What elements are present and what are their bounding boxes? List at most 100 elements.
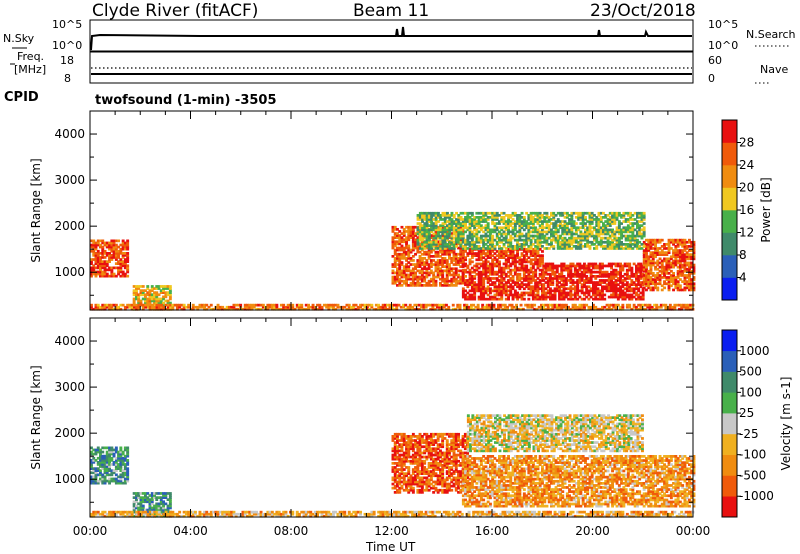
power-cell xyxy=(554,228,558,232)
velocity-cell xyxy=(126,473,130,477)
power-cell xyxy=(495,293,499,297)
power-cell xyxy=(588,211,592,215)
power-cell xyxy=(540,303,543,307)
power-cell xyxy=(212,307,215,311)
power-cell xyxy=(614,293,618,297)
power-cell xyxy=(615,214,619,217)
power-cell xyxy=(611,228,614,232)
power-cell xyxy=(617,245,621,248)
power-cell xyxy=(414,252,417,256)
power-cell xyxy=(587,270,591,274)
power-cell xyxy=(576,268,580,272)
power-cell xyxy=(590,230,594,234)
power-data-cells xyxy=(90,211,696,311)
power-cell xyxy=(441,218,445,221)
power-cell xyxy=(477,222,481,225)
velocity-cell xyxy=(90,475,93,479)
power-cell xyxy=(511,295,515,299)
power-cell xyxy=(334,307,338,311)
power-cell xyxy=(99,270,102,274)
power-cell xyxy=(649,276,653,279)
power-cell xyxy=(518,218,522,221)
power-cell xyxy=(468,277,472,280)
power-cell xyxy=(477,220,481,223)
power-cell xyxy=(126,247,130,251)
power-cell xyxy=(423,284,427,287)
power-cell xyxy=(90,239,93,243)
power-cell xyxy=(103,264,107,268)
power-cell xyxy=(545,211,549,215)
power-cell xyxy=(407,228,411,231)
power-cell xyxy=(552,222,556,225)
power-cell xyxy=(498,275,501,278)
power-cell xyxy=(479,293,483,297)
power-cell xyxy=(569,285,573,289)
power-cell xyxy=(526,303,530,307)
power-cell xyxy=(601,275,604,278)
power-cell xyxy=(501,307,505,311)
power-cell xyxy=(527,218,531,221)
velocity-cell xyxy=(90,481,93,485)
power-cell xyxy=(421,216,424,219)
velocity-cell xyxy=(96,450,100,454)
power-cell xyxy=(479,272,483,276)
power-cell xyxy=(547,218,551,221)
power-cell xyxy=(103,241,107,245)
power-cell xyxy=(598,264,602,268)
power-cell xyxy=(137,285,141,288)
power-cell xyxy=(121,252,125,255)
power-cell xyxy=(121,274,125,278)
power-cell xyxy=(486,287,490,291)
power-cell xyxy=(407,261,411,264)
power-cell xyxy=(461,250,465,253)
power-cell xyxy=(445,279,449,283)
power-cell xyxy=(553,270,557,274)
power-cell xyxy=(482,279,486,282)
power-cell xyxy=(534,283,538,286)
power-cell xyxy=(593,243,596,246)
power-cell xyxy=(393,250,397,254)
power-cell xyxy=(461,247,465,250)
velocity-cell xyxy=(101,473,105,477)
power-cell xyxy=(162,295,165,299)
power-cell xyxy=(411,275,415,279)
velocity-cell xyxy=(148,498,152,501)
power-cell xyxy=(577,226,581,230)
power-cell xyxy=(511,250,515,253)
power-cell xyxy=(146,285,150,288)
power-cell xyxy=(688,261,691,265)
power-cell xyxy=(479,275,483,278)
power-cell xyxy=(511,285,515,289)
power-cell xyxy=(554,214,558,217)
power-cell xyxy=(495,226,499,230)
power-cell xyxy=(603,287,607,291)
power-cell xyxy=(631,222,635,225)
power-cell xyxy=(414,225,417,229)
power-cell xyxy=(518,260,522,264)
power-cell xyxy=(570,216,574,219)
power-cell xyxy=(114,258,118,261)
power-cell xyxy=(441,211,445,215)
power-cell xyxy=(446,220,449,223)
power-cell xyxy=(495,277,499,280)
power-cell xyxy=(484,289,488,293)
power-cell xyxy=(121,262,125,265)
power-cell xyxy=(482,268,486,272)
power-cell xyxy=(96,254,100,257)
power-cell xyxy=(614,307,618,311)
power-cell xyxy=(629,247,633,250)
power-cell xyxy=(123,272,127,276)
power-cell xyxy=(468,268,472,272)
power-cell xyxy=(580,275,584,278)
power-cell xyxy=(398,273,402,277)
power-cell xyxy=(509,279,513,282)
power-cell xyxy=(137,295,141,299)
velocity-cell xyxy=(135,500,138,504)
power-cell xyxy=(593,236,596,240)
power-cell xyxy=(667,272,671,275)
power-cell xyxy=(92,249,96,253)
power-cell xyxy=(641,295,645,299)
power-cell xyxy=(502,211,506,215)
power-cell xyxy=(571,279,575,282)
power-cell xyxy=(506,305,509,309)
